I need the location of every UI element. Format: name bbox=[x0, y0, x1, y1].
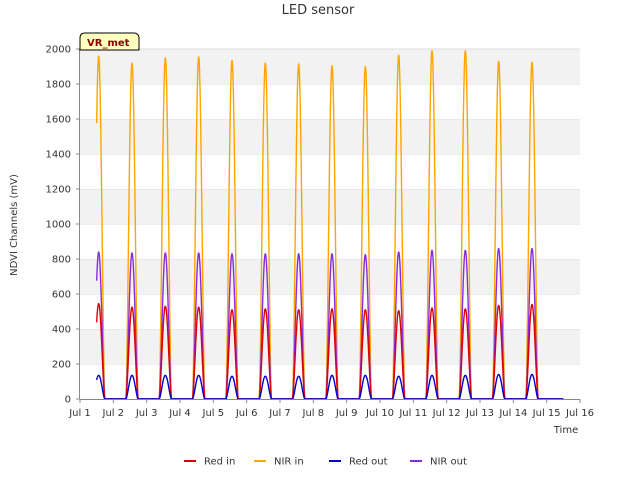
x-tick-label: Jul 15 bbox=[532, 408, 561, 419]
badge-label: VR_met bbox=[87, 38, 130, 49]
x-tick-label: Jul 2 bbox=[102, 408, 125, 419]
x-tick-label: Jul 11 bbox=[398, 408, 427, 419]
x-tick-label: Jul 1 bbox=[68, 408, 91, 419]
x-tick-label: Jul 13 bbox=[465, 408, 494, 419]
grid-band bbox=[80, 224, 580, 259]
y-tick-label: 1600 bbox=[46, 115, 71, 126]
y-axis-title: NDVI Channels (mV) bbox=[9, 174, 20, 276]
y-tick-label: 1400 bbox=[46, 150, 71, 161]
x-tick-label: Jul 5 bbox=[202, 408, 225, 419]
legend-label: NIR in bbox=[274, 457, 304, 468]
x-tick-label: Jul 8 bbox=[302, 408, 325, 419]
axes: 0 200 400 600 800 1000 1200 1400 1600 1800 2000 Jul… bbox=[46, 45, 594, 420]
x-tick-label: Jul 12 bbox=[432, 408, 461, 419]
x-tick-label: Jul 16 bbox=[565, 408, 594, 419]
legend-label: Red in bbox=[204, 457, 235, 468]
legend-label: NIR out bbox=[430, 457, 467, 468]
y-tick-label: 400 bbox=[52, 325, 71, 336]
x-tick-label: Jul 3 bbox=[135, 408, 158, 419]
x-axis-title: Time bbox=[553, 425, 578, 436]
y-tick-label: 800 bbox=[52, 255, 71, 266]
x-tick-label: Jul 10 bbox=[365, 408, 394, 419]
y-tick-label: 1800 bbox=[46, 80, 71, 91]
chart-title: LED sensor bbox=[282, 3, 355, 18]
y-tick-label: 2000 bbox=[46, 45, 71, 56]
y-tick-label: 600 bbox=[52, 290, 71, 301]
x-tick-label: Jul 14 bbox=[498, 408, 527, 419]
y-tick-label: 0 bbox=[65, 395, 71, 406]
y-tick-label: 1200 bbox=[46, 185, 71, 196]
y-tick-label: 200 bbox=[52, 360, 71, 371]
legend: Red in NIR in Red out NIR out bbox=[184, 457, 467, 468]
grid-band bbox=[80, 49, 580, 84]
grid-band bbox=[80, 189, 580, 224]
vr-met-badge: VR_met bbox=[79, 32, 140, 51]
x-tick-label: Jul 6 bbox=[235, 408, 258, 419]
legend-label: Red out bbox=[349, 457, 388, 468]
x-tick-label: Jul 4 bbox=[168, 408, 191, 419]
x-tick-label: Jul 7 bbox=[268, 408, 291, 419]
x-tick-label: Jul 9 bbox=[335, 408, 358, 419]
y-tick-label: 1000 bbox=[46, 220, 71, 231]
